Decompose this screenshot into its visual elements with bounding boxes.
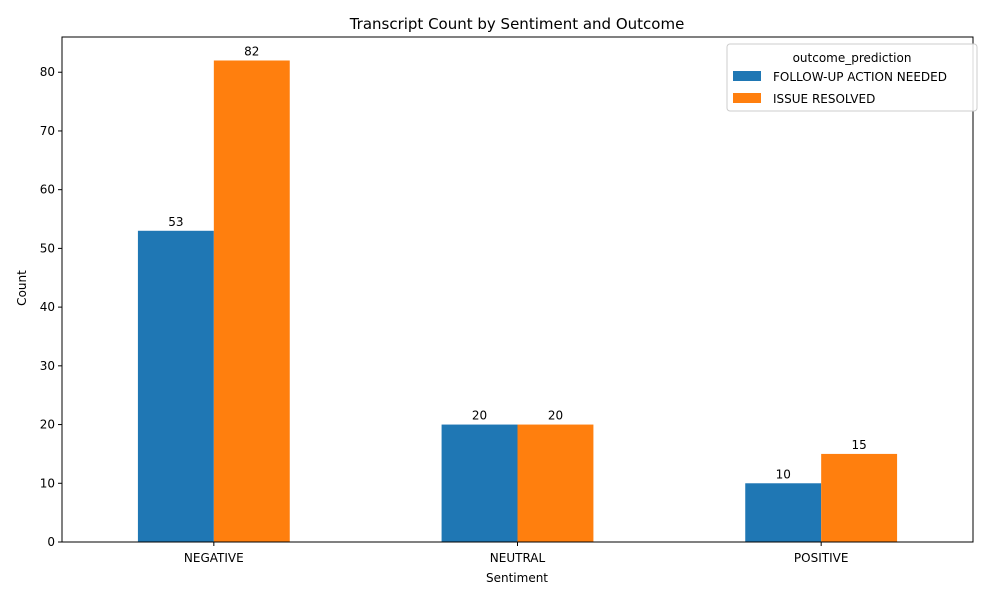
chart-title: Transcript Count by Sentiment and Outcom…	[349, 15, 685, 33]
y-tick-label: 10	[40, 476, 55, 490]
x-axis: NEGATIVE NEUTRAL POSITIVE	[184, 542, 848, 565]
y-tick-label: 60	[40, 183, 55, 197]
y-tick-label: 80	[40, 65, 55, 79]
bar-value-label: 20	[548, 409, 563, 423]
x-axis-label: Sentiment	[486, 571, 548, 585]
y-tick-label: 40	[40, 300, 55, 314]
bar-value-label: 15	[851, 438, 866, 452]
bar-neutral-follow-up	[441, 424, 518, 542]
y-axis-label: Count	[15, 270, 29, 306]
x-tick-label: POSITIVE	[794, 551, 849, 565]
x-tick-label: NEUTRAL	[490, 551, 546, 565]
legend-swatch-issue-resolved	[733, 93, 761, 103]
bar-negative-follow-up	[137, 230, 214, 543]
legend-title: outcome_prediction	[793, 51, 912, 65]
bar-value-label: 82	[244, 44, 259, 58]
x-tick-label: NEGATIVE	[184, 551, 244, 565]
legend-label-follow-up: FOLLOW-UP ACTION NEEDED	[773, 70, 947, 84]
bar-positive-follow-up	[745, 483, 822, 542]
y-tick-label: 50	[40, 241, 55, 255]
y-tick-label: 30	[40, 359, 55, 373]
y-tick-label: 0	[47, 535, 55, 549]
bars-layer	[137, 60, 898, 543]
legend-box	[726, 43, 978, 112]
bar-positive-issue-resolved	[821, 453, 898, 542]
legend-swatch-follow-up	[733, 71, 761, 81]
bar-negative-issue-resolved	[213, 60, 290, 542]
bar-value-label: 53	[168, 215, 183, 229]
bar-value-label: 10	[776, 467, 791, 481]
y-tick-label: 70	[40, 124, 55, 138]
legend: outcome_prediction FOLLOW-UP ACTION NEED…	[726, 43, 978, 112]
y-tick-label: 20	[40, 418, 55, 432]
bar-value-label: 20	[472, 409, 487, 423]
plot-frame	[61, 36, 974, 543]
bar-neutral-issue-resolved	[517, 424, 594, 542]
legend-label-issue-resolved: ISSUE RESOLVED	[773, 92, 875, 106]
y-axis: 0 10 20 30 40 50 60 70 80	[40, 65, 62, 549]
bar-labels-layer: 53 82 20 20 10 15	[168, 44, 867, 481]
